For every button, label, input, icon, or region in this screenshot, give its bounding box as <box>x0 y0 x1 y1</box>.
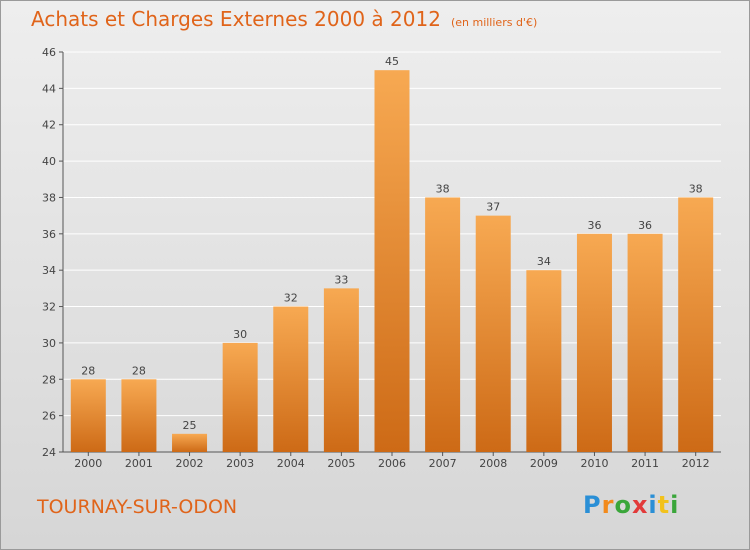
y-tick-label: 30 <box>42 337 56 350</box>
y-tick-label: 26 <box>42 410 56 423</box>
bar <box>374 70 410 452</box>
data-labels: 28 28 25 30 32 33 45 38 37 34 36 36 38 <box>81 55 702 432</box>
bar <box>678 197 714 452</box>
logo-letter: i <box>648 491 658 519</box>
chart-title: Achats et Charges Externes 2000 à 2012 <box>31 7 441 31</box>
logo-letter: r <box>601 491 615 519</box>
bar <box>172 433 208 452</box>
x-tick-label: 2012 <box>682 457 710 470</box>
y-tick-label: 46 <box>42 46 56 59</box>
y-tick-label: 44 <box>42 82 56 95</box>
logo-letter: o <box>614 491 632 519</box>
y-tick-label: 28 <box>42 373 56 386</box>
bars <box>70 70 714 452</box>
data-label: 45 <box>385 55 399 68</box>
commune-name: TOURNAY-SUR-ODON <box>37 496 238 518</box>
chart-title-block: Achats et Charges Externes 2000 à 2012 (e… <box>31 7 537 31</box>
x-tick-label: 2011 <box>631 457 659 470</box>
x-tick-label: 2004 <box>277 457 305 470</box>
data-label: 38 <box>689 182 703 195</box>
bar <box>576 233 612 452</box>
data-label: 33 <box>334 273 348 286</box>
x-tick-label: 2006 <box>378 457 406 470</box>
x-tick-label: 2007 <box>429 457 457 470</box>
x-tick-label: 2009 <box>530 457 558 470</box>
bar <box>323 288 359 452</box>
y-tick-label: 36 <box>42 228 56 241</box>
bar <box>70 379 106 452</box>
logo-letter: i <box>670 491 680 519</box>
data-label: 28 <box>132 364 146 377</box>
x-tick-label: 2005 <box>327 457 355 470</box>
y-tick-label: 38 <box>42 191 56 204</box>
proxiti-logo: Proxiti <box>583 491 679 519</box>
data-label: 25 <box>183 419 197 432</box>
bar <box>121 379 157 452</box>
data-label: 30 <box>233 328 247 341</box>
data-label: 36 <box>638 219 652 232</box>
y-tick-label: 24 <box>42 446 56 459</box>
x-tick-label: 2000 <box>74 457 102 470</box>
x-tick-label: 2010 <box>580 457 608 470</box>
logo-letter: t <box>657 491 671 519</box>
x-tick-label: 2003 <box>226 457 254 470</box>
logo-letter: P <box>583 491 602 519</box>
data-label: 34 <box>537 255 551 268</box>
bar <box>273 306 309 452</box>
bar <box>425 197 461 452</box>
x-tick-label: 2001 <box>125 457 153 470</box>
chart-subtitle: (en milliers d'€) <box>450 16 538 29</box>
logo-letter: x <box>631 491 649 519</box>
data-label: 37 <box>486 201 500 214</box>
data-label: 38 <box>436 182 450 195</box>
data-label: 32 <box>284 292 298 305</box>
y-tick-label: 42 <box>42 119 56 132</box>
y-tick-label: 34 <box>42 264 56 277</box>
data-label: 36 <box>587 219 601 232</box>
data-label: 28 <box>81 364 95 377</box>
y-tick-label: 40 <box>42 155 56 168</box>
bar <box>627 233 663 452</box>
x-tick-label: 2002 <box>176 457 204 470</box>
y-tick-label: 32 <box>42 301 56 314</box>
x-tick-label: 2008 <box>479 457 507 470</box>
bar <box>526 270 562 452</box>
bar <box>475 215 511 452</box>
bar <box>222 342 258 452</box>
